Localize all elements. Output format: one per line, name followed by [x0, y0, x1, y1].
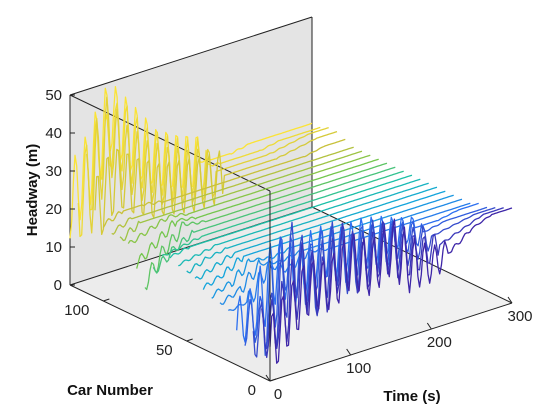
x-tick-label: 200: [427, 334, 452, 351]
back-top-edge: [69, 16, 313, 96]
y-tick-label: 50: [156, 342, 173, 359]
trace-car-50: [186, 182, 429, 274]
z-tick-label: 40: [45, 125, 62, 142]
z-axis-label: Headway (m): [24, 144, 41, 237]
axis-ticks: [70, 94, 513, 382]
trace-car-55: [178, 178, 421, 267]
trace-car-100: [102, 138, 346, 228]
trace-car-105: [94, 130, 338, 236]
x-tick-mark: [265, 374, 271, 382]
x-tick-label: 300: [507, 308, 532, 325]
z-tick-label: 10: [45, 239, 62, 256]
y-tick-mark: [186, 338, 193, 342]
trace-car-110: [86, 96, 329, 234]
x-axis-label: Time (s): [383, 388, 440, 405]
x-tick-mark: [507, 296, 513, 304]
trace-car-45: [194, 186, 438, 280]
trace-car-60: [169, 174, 413, 259]
x-tick-mark: [426, 322, 432, 330]
y-axis-label: Car Number: [67, 382, 153, 399]
trace-car-80: [136, 158, 379, 269]
y-tick-label: 100: [64, 302, 89, 319]
z-tick-label: 0: [54, 277, 62, 294]
z-tick-label: 20: [45, 201, 62, 218]
x-axis-line: [269, 302, 513, 382]
trace-car-5: [261, 207, 504, 359]
trace-car-40: [202, 190, 446, 290]
z-tick-label: 30: [45, 163, 62, 180]
trace-car-0: [269, 207, 513, 364]
y-tick-mark: [103, 298, 110, 302]
z-tick-label: 50: [45, 87, 62, 104]
x-tick-label: 0: [274, 386, 282, 403]
trace-car-20: [236, 202, 479, 343]
y-tick-label: 0: [248, 382, 256, 399]
trace-car-75: [144, 162, 388, 291]
trace-car-90: [119, 150, 363, 242]
x-tick-label: 100: [346, 360, 371, 377]
trace-car-85: [127, 154, 371, 244]
trace-car-95: [111, 146, 354, 235]
trace-car-70: [152, 166, 396, 274]
y-tick-mark: [269, 378, 277, 382]
x-tick-mark: [346, 348, 352, 356]
trace-group: [69, 86, 513, 364]
trace-car-65: [161, 170, 404, 257]
side-top-edge: [69, 94, 271, 192]
